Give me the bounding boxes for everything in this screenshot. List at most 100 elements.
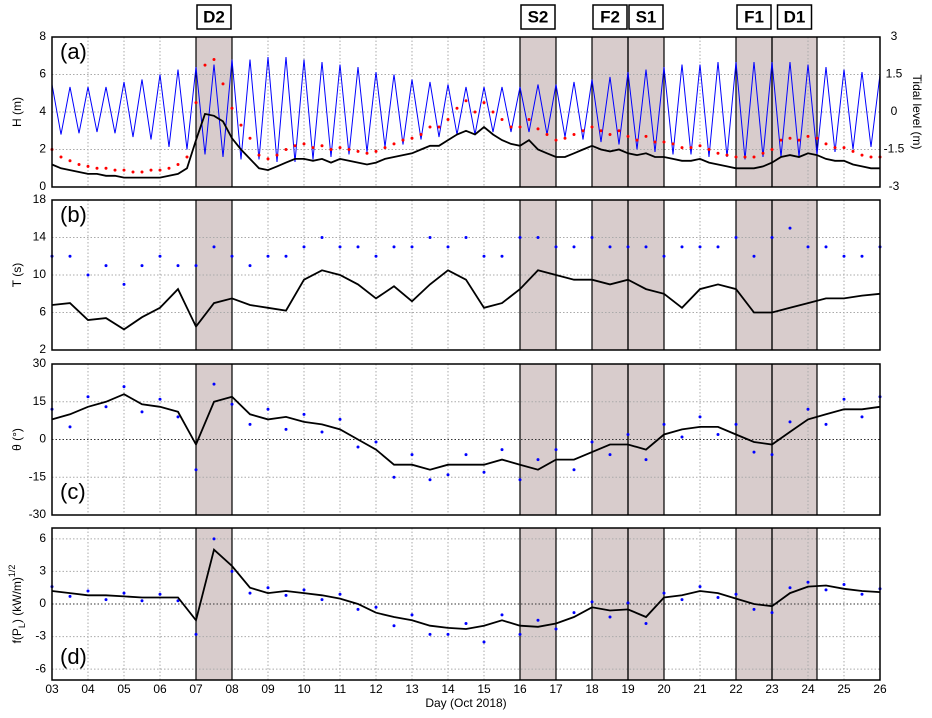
data-point (536, 127, 540, 131)
data-point (707, 148, 711, 151)
data-point (842, 146, 846, 150)
data-point (590, 600, 594, 604)
data-point (374, 440, 378, 444)
data-point (563, 136, 567, 140)
y-tick-label: 2 (39, 142, 46, 156)
data-point (500, 448, 504, 452)
x-tick-label: 20 (657, 682, 671, 696)
data-point (698, 144, 702, 148)
y-axis-label: H (m) (10, 97, 24, 127)
data-point (194, 264, 198, 268)
data-point (464, 622, 468, 626)
data-point (824, 142, 828, 146)
data-point (212, 58, 216, 61)
x-tick-label: 16 (513, 682, 527, 696)
data-point (734, 422, 738, 426)
data-point (203, 63, 207, 67)
plot-frame (51, 363, 881, 516)
data-point (383, 146, 387, 150)
data-point (131, 170, 135, 174)
data-point (374, 605, 378, 609)
data-point (545, 133, 549, 136)
event-label: S2 (528, 7, 549, 26)
data-point (149, 168, 153, 172)
data-point (374, 149, 378, 153)
data-point (590, 125, 594, 129)
data-point (491, 110, 495, 114)
data-point (329, 148, 333, 151)
data-point (464, 99, 468, 103)
data-point (824, 588, 828, 592)
data-point (590, 236, 594, 239)
data-point (662, 254, 666, 258)
data-point (464, 453, 468, 457)
x-tick-label: 21 (693, 682, 707, 696)
x-tick-label: 19 (621, 682, 635, 696)
data-point (770, 236, 774, 239)
y-tick-label: 6 (39, 67, 46, 81)
data-point (860, 254, 864, 258)
x-tick-label: 15 (477, 682, 491, 696)
data-point (428, 236, 432, 239)
data-point (698, 245, 702, 249)
data-point (734, 592, 738, 596)
data-point (725, 153, 729, 157)
data-point (320, 144, 324, 148)
data-point (221, 82, 225, 86)
data-point (113, 168, 117, 172)
data-point (176, 415, 180, 419)
data-line (51, 393, 881, 471)
data-point (779, 138, 783, 142)
data-point (509, 125, 513, 129)
y-tick-label: -3 (35, 629, 46, 643)
data-point (140, 170, 144, 174)
x-tick-label: 17 (549, 682, 563, 696)
data-point (869, 155, 873, 159)
y-axis-label-part: f(P (10, 628, 24, 643)
data-point (761, 151, 765, 155)
data-point (392, 475, 396, 479)
data-point (752, 607, 756, 611)
event-label-box (592, 4, 628, 30)
data-point (176, 599, 180, 603)
y-axis-label: θ (°) (10, 428, 24, 451)
data-point (158, 254, 162, 258)
data-point (446, 245, 450, 249)
data-point (140, 410, 144, 414)
data-point (104, 405, 108, 409)
y-tick-label: 8 (39, 29, 46, 43)
panel-label: (d) (60, 644, 87, 669)
data-point (320, 598, 324, 602)
data-point (284, 254, 288, 258)
data-line (51, 269, 881, 331)
data-point (806, 245, 810, 249)
data-point (392, 624, 396, 628)
data-point (230, 254, 234, 258)
data-point (608, 615, 612, 619)
data-point (338, 417, 342, 421)
y-tick-label: 30 (33, 356, 47, 370)
x-tick-label: 13 (405, 682, 419, 696)
data-point (518, 478, 522, 482)
plot-frame (51, 199, 881, 351)
data-point (320, 236, 324, 239)
data-point (212, 245, 216, 249)
x-tick-label: 08 (225, 682, 239, 696)
data-point (608, 245, 612, 249)
data-point (680, 435, 684, 439)
data-point (536, 458, 540, 462)
data-point (860, 592, 864, 596)
data-point (140, 264, 144, 268)
y-tick-label: 0 (39, 179, 46, 193)
x-tick-label: 04 (81, 682, 95, 696)
data-point (428, 125, 432, 129)
y-tick-label: -6 (35, 661, 46, 675)
data-point (446, 632, 450, 636)
data-point (842, 254, 846, 258)
data-point (806, 407, 810, 411)
panel-label: (c) (60, 479, 86, 504)
event-label-box (776, 4, 813, 30)
y-tick-label: 6 (39, 531, 46, 545)
data-point (482, 254, 486, 258)
data-point (347, 148, 351, 151)
